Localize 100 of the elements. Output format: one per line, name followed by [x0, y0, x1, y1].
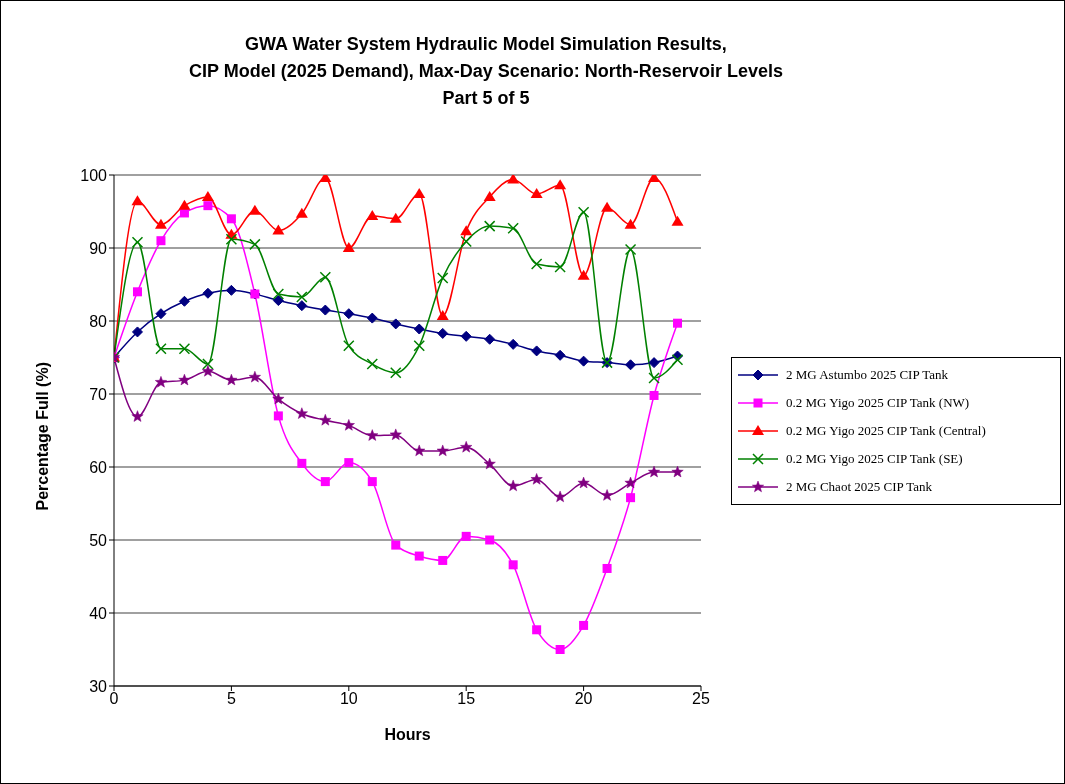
point [508, 560, 518, 570]
point [671, 215, 684, 226]
point [225, 233, 238, 245]
y-tick-label: 100 [80, 166, 108, 184]
point [413, 323, 425, 335]
point [249, 238, 261, 251]
legend-label: 2 MG Chaot 2025 CIP Tank [786, 479, 933, 495]
point [342, 419, 355, 431]
point [648, 372, 660, 384]
point [554, 261, 566, 273]
point [131, 326, 143, 338]
point [319, 414, 332, 426]
point [155, 342, 167, 355]
point [248, 204, 261, 215]
point [507, 222, 519, 235]
legend-label: 2 MG Astumbo 2025 CIP Tank [786, 367, 948, 383]
y-axis-title: Percentage Full (%) [33, 362, 51, 511]
point [389, 212, 402, 223]
point [602, 563, 612, 573]
point [554, 490, 567, 503]
point [131, 236, 144, 248]
point [579, 620, 589, 630]
point [343, 308, 355, 320]
point [625, 359, 637, 371]
point [507, 479, 520, 492]
point [601, 201, 614, 212]
point [626, 493, 636, 503]
point [436, 444, 449, 457]
legend-label: 0.2 MG Yigo 2025 CIP Tank (SE) [786, 451, 963, 467]
legend-label: 0.2 MG Yigo 2025 CIP Tank (NW) [786, 395, 970, 411]
x-tick-label: 15 [457, 690, 476, 708]
point [272, 392, 285, 405]
x-axis-title: Hours [384, 726, 431, 743]
point [366, 312, 378, 324]
point [648, 465, 660, 478]
point [131, 410, 144, 422]
point [413, 340, 425, 352]
point [295, 407, 308, 419]
point [297, 458, 307, 468]
point [201, 365, 214, 377]
point [414, 551, 424, 561]
point [578, 355, 590, 367]
point [178, 373, 191, 386]
point [178, 295, 190, 307]
point [272, 295, 284, 307]
point [272, 288, 285, 300]
y-tick-label: 40 [89, 604, 108, 622]
point [483, 457, 496, 470]
point [296, 291, 308, 303]
chart-title: GWA Water System Hydraulic Model Simulation Results, CIP Model (2025 Demand), Max-Day Scenario: North-Reservoir Levels Part 5 of 5 [188, 33, 784, 110]
point [413, 444, 426, 457]
point [673, 318, 683, 328]
point [554, 349, 566, 361]
point [248, 370, 261, 383]
point [460, 330, 472, 342]
point [483, 220, 496, 232]
point [577, 476, 590, 489]
point [155, 376, 167, 388]
point [530, 258, 543, 270]
point [671, 353, 684, 366]
point [202, 287, 214, 299]
point [225, 373, 238, 386]
point [577, 269, 590, 280]
y-tick-label: 50 [89, 531, 108, 549]
point [436, 272, 449, 284]
point [648, 357, 660, 369]
point [343, 340, 355, 352]
point [366, 209, 379, 220]
point [624, 218, 637, 229]
point [156, 236, 166, 246]
point [624, 476, 637, 489]
x-tick-label: 5 [226, 690, 236, 708]
point [484, 333, 496, 345]
point [671, 465, 684, 478]
point [624, 243, 637, 256]
point [178, 342, 191, 355]
point [601, 489, 614, 501]
point [320, 477, 330, 487]
point [272, 224, 285, 235]
point [366, 358, 379, 370]
x-tick-label: 25 [692, 690, 710, 708]
point [155, 308, 167, 320]
point [202, 358, 214, 370]
point [367, 477, 377, 487]
point [483, 190, 496, 201]
y-tick-label: 60 [89, 458, 108, 476]
point [154, 218, 167, 229]
point [391, 540, 401, 550]
point [131, 195, 144, 206]
point [295, 207, 308, 218]
x-tick-label: 20 [574, 690, 593, 708]
point [530, 473, 543, 485]
point [390, 367, 402, 379]
point [437, 327, 449, 339]
point [203, 201, 213, 211]
point [390, 318, 402, 330]
point [531, 345, 543, 357]
point [530, 187, 543, 198]
point [389, 428, 402, 440]
point [201, 190, 214, 201]
